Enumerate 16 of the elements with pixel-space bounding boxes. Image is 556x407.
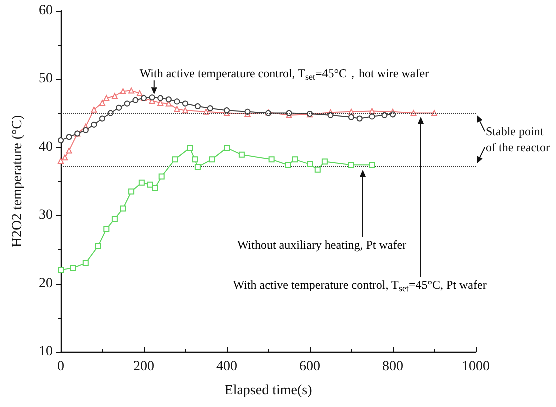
y-axis-title: H2O2 temperature (°C): [10, 115, 26, 248]
x-tick-label: 400: [216, 360, 238, 374]
x-tick-label: 600: [300, 360, 320, 374]
y-tick-label: 60: [39, 4, 53, 18]
text: Stable point of the reactor: [486, 124, 550, 155]
x-axis-title: Elapsed time(s): [224, 384, 313, 398]
x-tick-label: 200: [134, 360, 154, 374]
y-tick-label: 40: [39, 140, 53, 155]
y-tick-label: 20: [39, 276, 53, 292]
x-tick-label: 800: [382, 360, 404, 374]
y-tick-label: 50: [39, 72, 53, 87]
x-tick-label: 0: [58, 360, 64, 374]
y-tick-label: 30: [39, 208, 53, 224]
annotation: Without auxiliary heating, Pt wafer: [237, 238, 407, 252]
y-tick-label: 10: [39, 344, 53, 360]
x-tick-label: 1000: [462, 360, 490, 374]
